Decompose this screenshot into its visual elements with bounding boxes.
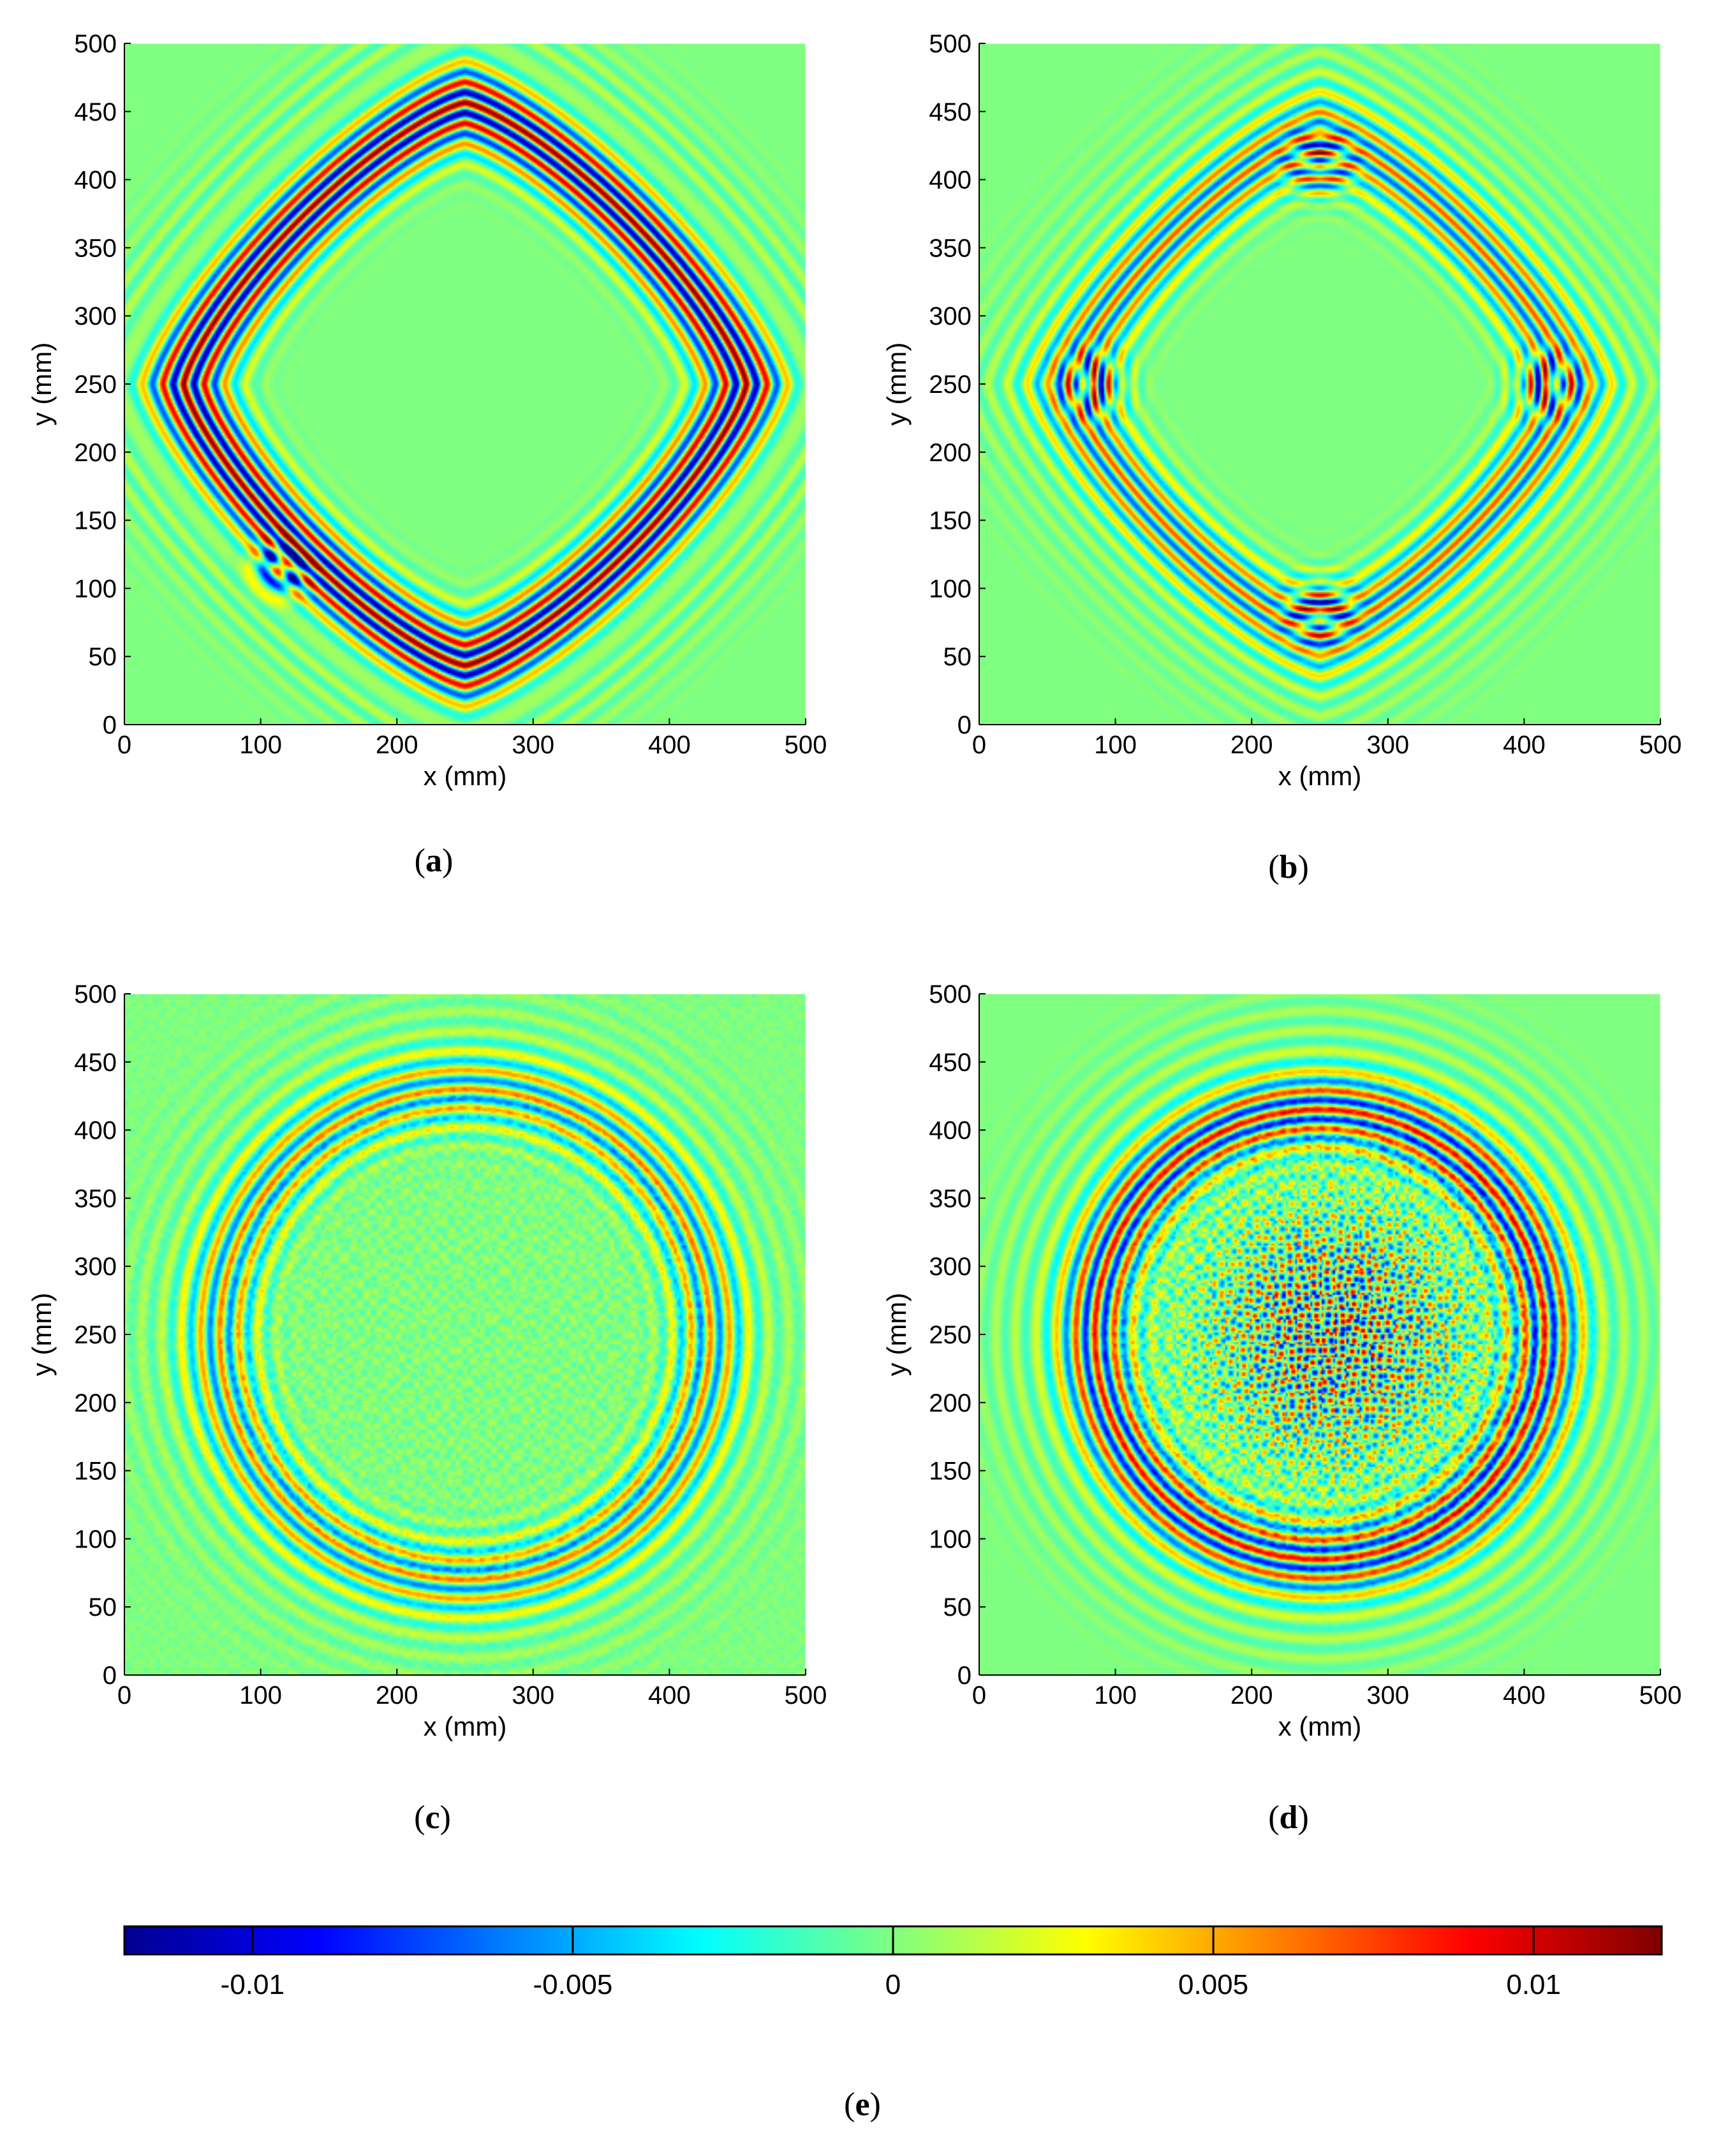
y-tick-label: 300 — [74, 302, 117, 330]
caption-d: (d) — [1268, 1799, 1309, 1836]
y-tick-label: 150 — [74, 1458, 117, 1486]
caption-e: (e) — [844, 2086, 881, 2123]
y-tick-label: 250 — [929, 371, 972, 399]
y-tick-label: 0 — [103, 711, 117, 739]
y-tick-label: 500 — [74, 980, 117, 1008]
colorbar-tick-label: -0.005 — [533, 1969, 613, 2000]
y-tick-label: 250 — [74, 371, 117, 399]
x-tick-label: 0 — [117, 731, 131, 759]
x-tick-label: 500 — [785, 1681, 827, 1709]
y-tick-label: 50 — [89, 1593, 117, 1621]
heatmap-field — [124, 43, 806, 725]
y-tick-label: 350 — [929, 1185, 972, 1213]
x-axis-label: x (mm) — [1278, 761, 1362, 791]
x-axis-label: x (mm) — [424, 761, 507, 791]
y-tick-label: 300 — [74, 1253, 117, 1281]
y-tick-label: 400 — [74, 1117, 117, 1145]
y-tick-label: 350 — [74, 234, 117, 262]
colorbar-tick-label: 0.01 — [1506, 1969, 1561, 2000]
y-tick-label: 500 — [929, 30, 972, 58]
y-tick-label: 250 — [929, 1321, 972, 1349]
panel-d: 0 100 200 300 400 500 0 50 100 150 200 250 300 350 400… — [855, 950, 1710, 1882]
y-tick-label: 500 — [74, 30, 117, 58]
heatmap-field — [979, 43, 1660, 725]
x-tick-label: 500 — [1639, 731, 1682, 759]
x-tick-label: 200 — [376, 731, 418, 759]
caption-b: (b) — [1268, 849, 1309, 885]
heatmap-field — [979, 994, 1660, 1675]
panel-a: 0 100 200 300 400 500 0 50 100 150 200 250 300 350 400… — [0, 0, 855, 931]
y-tick-label: 0 — [957, 1662, 972, 1690]
y-axis-label: y (mm) — [882, 343, 912, 426]
x-tick-label: 500 — [785, 731, 827, 759]
y-axis-label: y (mm) — [27, 343, 57, 426]
y-tick-label: 50 — [943, 643, 972, 671]
chart-d: 0 100 200 300 400 500 0 50 100 150 200 250 300 350 400… — [882, 980, 1682, 1741]
y-tick-label: 500 — [929, 980, 972, 1008]
y-axis-label: y (mm) — [882, 1293, 912, 1377]
y-tick-label: 400 — [929, 1117, 972, 1145]
y-tick-label: 250 — [74, 1321, 117, 1349]
x-tick-label: 400 — [1503, 1681, 1546, 1709]
colorbar-tick-label: 0.005 — [1178, 1969, 1248, 2000]
panel-c: 0 100 200 300 400 500 0 50 100 150 200 250 300 350 400… — [0, 950, 855, 1882]
y-tick-label: 300 — [929, 302, 972, 330]
y-tick-label: 50 — [943, 1593, 972, 1621]
y-tick-label: 300 — [929, 1253, 972, 1281]
chart-a: 0 100 200 300 400 500 0 50 100 150 200 250 300 350 400… — [27, 30, 827, 791]
x-tick-label: 0 — [972, 731, 986, 759]
x-tick-label: 200 — [376, 1681, 418, 1709]
caption-a: (a) — [414, 843, 454, 879]
y-tick-label: 0 — [103, 1662, 117, 1690]
y-tick-label: 400 — [74, 166, 117, 195]
y-tick-label: 100 — [929, 1525, 972, 1553]
y-tick-label: 200 — [929, 439, 972, 467]
x-axis-label: x (mm) — [1278, 1711, 1362, 1741]
y-tick-label: 200 — [74, 1389, 117, 1417]
y-tick-label: 350 — [74, 1185, 117, 1213]
colorbar-tick-label: 0 — [885, 1969, 901, 2000]
y-tick-label: 200 — [929, 1389, 972, 1417]
x-tick-label: 300 — [512, 731, 554, 759]
heatmap-field — [124, 994, 806, 1675]
x-tick-label: 100 — [239, 1681, 282, 1709]
colorbar: -0.01 -0.005 0 0.005 0.01 — [123, 1925, 1663, 2000]
y-tick-label: 50 — [89, 643, 117, 671]
x-axis-label: x (mm) — [424, 1711, 507, 1741]
x-tick-label: 100 — [239, 731, 282, 759]
y-tick-label: 150 — [929, 507, 972, 535]
y-tick-label: 200 — [74, 439, 117, 467]
y-tick-label: 100 — [74, 575, 117, 603]
x-tick-label: 0 — [972, 1681, 986, 1709]
x-tick-label: 0 — [117, 1681, 131, 1709]
y-tick-label: 450 — [929, 1049, 972, 1077]
x-tick-label: 200 — [1230, 731, 1273, 759]
y-tick-label: 150 — [929, 1458, 972, 1486]
y-tick-label: 450 — [929, 98, 972, 126]
y-tick-label: 400 — [929, 166, 972, 195]
x-tick-label: 500 — [1639, 1681, 1682, 1709]
chart-c: 0 100 200 300 400 500 0 50 100 150 200 250 300 350 400… — [27, 980, 827, 1741]
x-tick-label: 100 — [1094, 1681, 1137, 1709]
x-tick-label: 400 — [648, 731, 691, 759]
x-tick-label: 200 — [1230, 1681, 1273, 1709]
y-tick-label: 100 — [929, 575, 972, 603]
x-tick-label: 400 — [1503, 731, 1546, 759]
x-tick-label: 300 — [512, 1681, 554, 1709]
y-tick-label: 350 — [929, 234, 972, 262]
caption-c: (c) — [414, 1799, 451, 1836]
y-tick-label: 150 — [74, 507, 117, 535]
colorbar-tick-label: -0.01 — [221, 1969, 284, 2000]
x-tick-label: 100 — [1094, 731, 1137, 759]
x-tick-label: 300 — [1366, 731, 1409, 759]
x-tick-label: 400 — [648, 1681, 691, 1709]
y-axis-label: y (mm) — [27, 1293, 57, 1377]
y-tick-label: 100 — [74, 1525, 117, 1553]
y-tick-label: 450 — [74, 98, 117, 126]
y-tick-label: 450 — [74, 1049, 117, 1077]
y-tick-label: 0 — [957, 711, 972, 739]
chart-b: 0 100 200 300 400 500 0 50 100 150 200 250 300 350 400… — [882, 30, 1682, 791]
x-tick-label: 300 — [1366, 1681, 1409, 1709]
panel-b: 0 100 200 300 400 500 0 50 100 150 200 250 300 350 400… — [855, 0, 1710, 931]
